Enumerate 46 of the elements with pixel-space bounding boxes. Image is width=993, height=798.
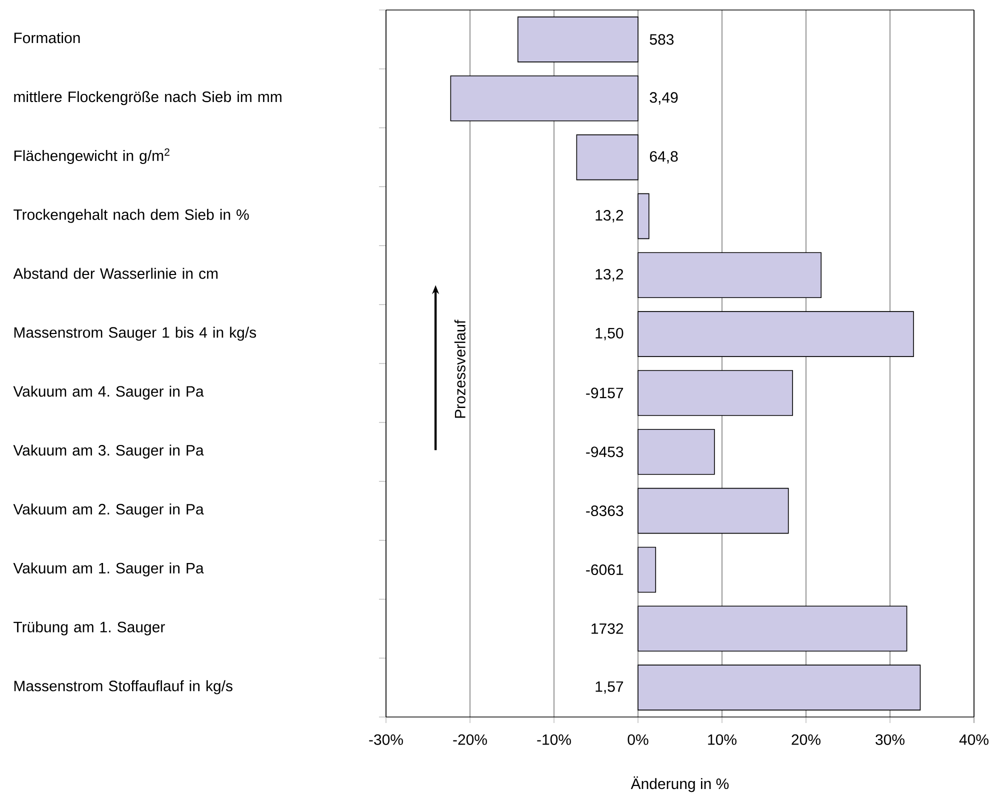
annotation: 13,2 xyxy=(596,210,624,222)
x-tick-label: 0% xyxy=(628,734,648,745)
annotation: 13,2 xyxy=(596,268,624,282)
bar xyxy=(517,16,638,62)
bar xyxy=(638,370,793,416)
annotation: -8363 xyxy=(586,505,624,516)
y-tick-label: Vakuum am 3. Sauger in Pa xyxy=(13,444,204,459)
x-tick-label: -30% xyxy=(369,734,403,745)
bar xyxy=(638,193,650,240)
bar xyxy=(638,546,656,593)
annotation: -6061 xyxy=(586,564,624,576)
x-tick-label: -20% xyxy=(453,734,487,745)
y-tick-label: Trockengehalt nach dem Sieb in % xyxy=(14,208,249,223)
annotation: 1,57 xyxy=(596,681,624,694)
x-tick-label: 40% xyxy=(959,734,988,745)
y-tick-label: Vakuum am 4. Sauger in Pa xyxy=(13,386,204,400)
annotation: 583 xyxy=(650,34,674,45)
x-tick-label: 10% xyxy=(708,734,736,745)
y-tick-label: Vakuum am 2. Sauger in Pa xyxy=(13,504,204,518)
bar xyxy=(638,311,914,357)
bar xyxy=(450,75,638,122)
annotation: -9453 xyxy=(586,446,624,458)
bar xyxy=(638,488,789,534)
y-tick-label: Trübung am 1. Sauger xyxy=(14,621,165,636)
bar xyxy=(638,428,715,475)
annotation: Prozessverlauf xyxy=(454,320,466,418)
bar xyxy=(638,664,921,710)
x-tick-label: 30% xyxy=(876,734,904,745)
annotation: 1,50 xyxy=(596,328,624,340)
y-tick-label: Massenstrom Sauger 1 bis 4 in kg/s xyxy=(14,326,256,341)
y-tick-label: Flächengewicht in g/m$^{2}$ xyxy=(14,148,170,164)
bar xyxy=(576,134,638,180)
x-axis-title: Änderung in % xyxy=(630,776,729,792)
y-tick-label: Formation xyxy=(14,32,80,44)
annotation: 3,49 xyxy=(650,92,678,105)
y-tick-label: Massenstrom Stoffauflauf in kg/s xyxy=(14,680,232,694)
annotation: -9157 xyxy=(586,388,624,398)
annotation: 1732 xyxy=(592,623,624,634)
y-tick-label: Abstand der Wasserlinie in cm xyxy=(13,268,218,279)
bar xyxy=(638,606,908,652)
x-tick-label: -10% xyxy=(537,734,571,745)
y-tick-label: Vakuum am 1. Sauger in Pa xyxy=(13,562,204,576)
x-tick-label: 20% xyxy=(792,734,820,745)
bar xyxy=(638,252,822,298)
annotation: 64,8 xyxy=(650,151,678,164)
y-tick-label: mittlere Flockengröße nach Sieb im mm xyxy=(14,91,282,106)
